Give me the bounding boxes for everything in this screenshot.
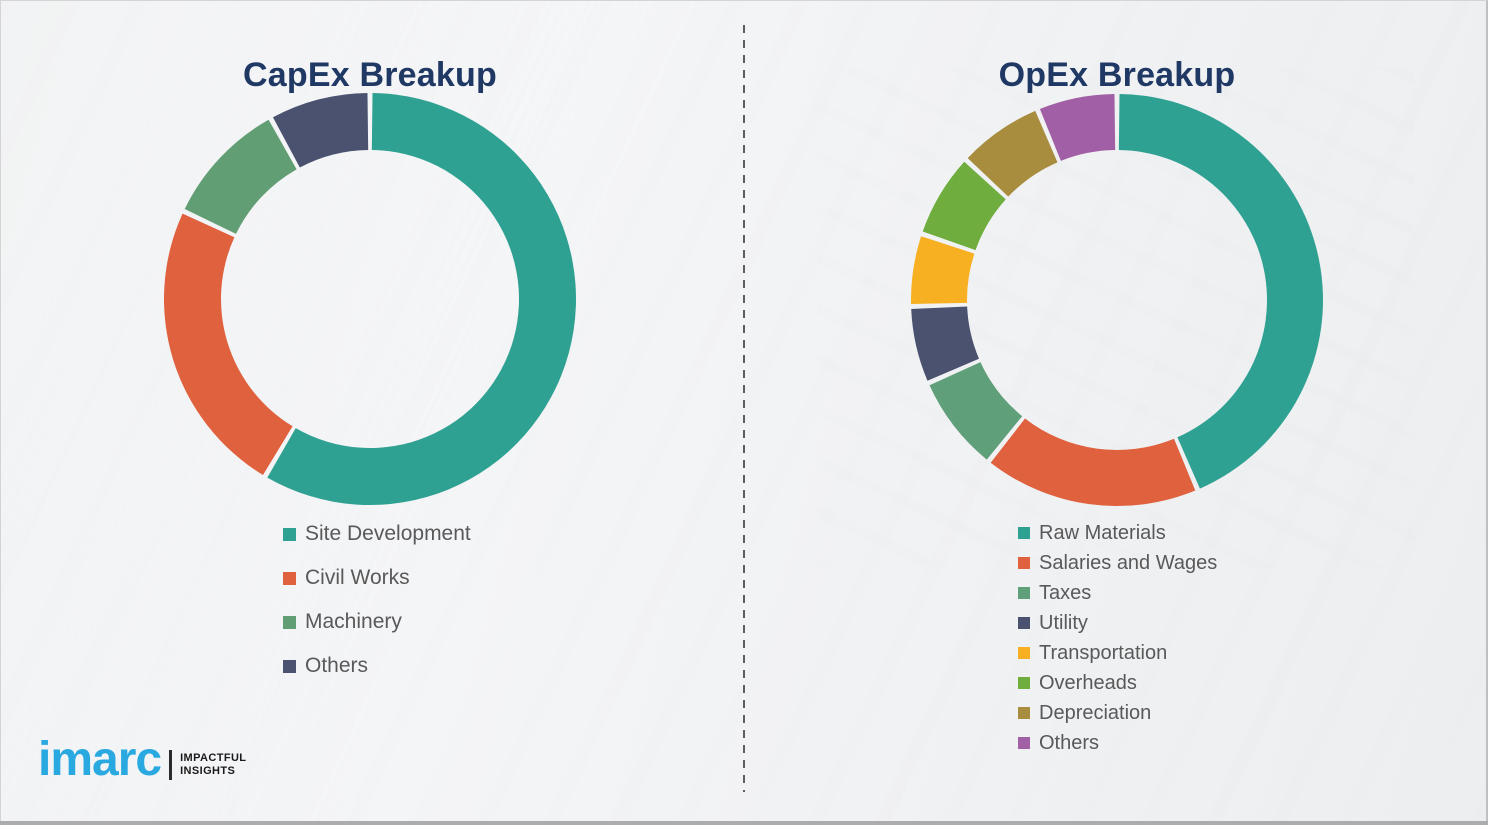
legend-item: Salaries and Wages [1018,548,1217,578]
donut-segment-others [272,93,369,168]
legend-item: Taxes [1018,578,1217,608]
capex-donut-chart [164,93,577,506]
donut-segment-machinery [184,119,297,234]
donut-segment-civil-works [164,213,293,476]
legend-marker [1018,707,1030,719]
vertical-dashed-divider [743,25,745,792]
legend-marker [1018,647,1030,659]
donut-segment-utility [911,306,979,381]
legend-item: Depreciation [1018,698,1217,728]
opex-chart-title: OpEx Breakup [998,56,1236,95]
legend-label: Machinery [305,610,402,633]
legend-label: Transportation [1039,641,1168,664]
legend-item: Raw Materials [1018,518,1217,548]
bottom-white-strip [0,825,1488,836]
legend-item: Site Development [283,512,471,556]
bottom-gray-bar [0,821,1488,825]
legend-item: Overheads [1018,668,1217,698]
capex-legend: Site Development Civil Works Machinery Othe… [283,512,471,688]
legend-item: Others [1018,728,1217,758]
donut-segment-taxes [929,362,1023,460]
legend-label: Site Development [305,522,471,545]
donut-segment-raw-materials [1118,94,1323,489]
legend-item: Utility [1018,608,1217,638]
legend-item: Transportation [1018,638,1217,668]
donut-segment-depreciation [967,110,1058,197]
legend-marker [1018,677,1030,689]
legend-label: Overheads [1039,671,1137,694]
legend-marker [283,571,296,585]
donut-segment-salaries-and-wages [990,418,1196,507]
legend-marker [283,527,296,541]
donut-segment-transportation [911,236,975,304]
legend-item: Others [283,644,471,688]
tagline-line1: IMPACTFUL [180,752,247,764]
opex-donut-chart [911,94,1323,507]
legend-label: Depreciation [1039,701,1152,724]
legend-marker [1018,557,1030,569]
donut-segment-others [1039,94,1116,161]
legend-marker [1018,587,1030,599]
legend-marker [1018,527,1030,539]
legend-label: Others [305,654,369,677]
legend-marker [283,659,296,673]
opex-legend: Raw Materials Salaries and Wages Taxes Util… [1018,518,1217,758]
imarc-logo-wordmark: imarc [38,733,162,786]
legend-marker [1018,737,1030,749]
legend-label: Civil Works [305,566,410,589]
legend-marker [283,615,296,629]
legend-label: Raw Materials [1039,521,1166,544]
donut-segment-overheads [922,161,1006,251]
legend-item: Civil Works [283,556,471,600]
tagline-line2: INSIGHTS [180,765,236,777]
legend-label: Others [1039,731,1100,754]
legend-label: Taxes [1039,581,1092,604]
legend-label: Utility [1039,611,1088,634]
donut-segment-site-development [267,93,577,506]
imarc-logo: imarc IMPACTFUL INSIGHTS [38,736,246,784]
legend-item: Machinery [283,600,471,644]
logo-separator-bar [169,750,173,780]
capex-chart-title: CapEx Breakup [243,56,497,95]
legend-marker [1018,617,1030,629]
imarc-logo-tagline: IMPACTFUL INSIGHTS [180,752,246,778]
legend-label: Salaries and Wages [1039,551,1218,574]
